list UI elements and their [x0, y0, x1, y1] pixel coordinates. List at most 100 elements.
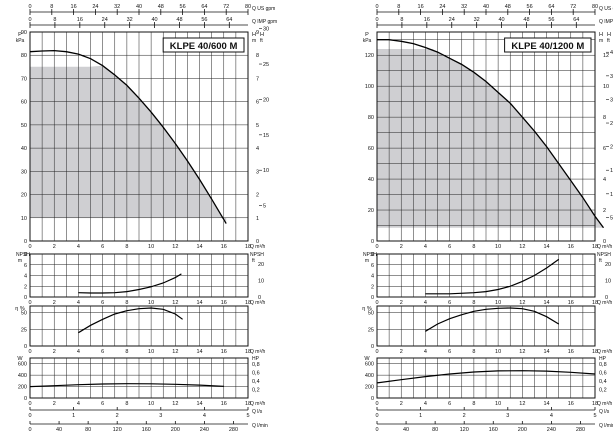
- c1-npsh-right-tick-label: 0: [605, 295, 608, 301]
- c1-head-panel-left-tick-label: 120: [365, 53, 374, 59]
- c0-eff-panel-x-tick-label: 14: [196, 349, 202, 355]
- c0-power-right-tick-label: 0,8: [252, 362, 260, 368]
- c1-npsh-right-label: NPSH: [597, 252, 611, 258]
- c0-ls-axis-tick-label: 2: [116, 413, 119, 419]
- c0-lmin-axis-tick-label: 200: [171, 427, 180, 433]
- c1-power-panel-left-tick-label: 600: [365, 362, 374, 368]
- c0-ls-axis-tick-label: 0: [28, 413, 31, 419]
- c1-power-right-tick-label: 0,8: [599, 362, 607, 368]
- c1-head-right-tick-label: 6: [603, 146, 606, 152]
- c0-eff-curve: [78, 307, 183, 334]
- c1-lmin-axis-tick-label: 80: [432, 427, 438, 433]
- c0-lmin-axis-tick-label: 40: [56, 427, 62, 433]
- c1-head-panel-x-tick-label: 16: [568, 244, 574, 250]
- c0-ls-axis-tick-label: 3: [159, 413, 162, 419]
- c1-imp-gpm-axis-tick-label: 56: [548, 17, 554, 23]
- c1-us-gpm-axis-tick-label: 16: [418, 4, 424, 10]
- c1-head-left-label: P: [365, 32, 369, 38]
- c0-head-right-tick-label: 5: [256, 123, 259, 129]
- c0-power-panel-x-tick-label: 16: [221, 401, 227, 407]
- c0-power-panel-x-tick-label: 10: [148, 401, 154, 407]
- c1-head-right2-tick-label: 35: [610, 74, 613, 80]
- c0-imp-gpm-axis-tick-label: 40: [152, 17, 158, 23]
- c1-head-right-tick-label: 0: [603, 239, 606, 245]
- c0-us-gpm-axis-tick-label: 56: [180, 4, 186, 10]
- c0-imp-gpm-axis-tick-label: 64: [226, 17, 232, 23]
- c0-head-curve: [29, 49, 227, 224]
- c0-imp-gpm-axis-tick-label: 0: [28, 17, 31, 23]
- c1-head-panel-left-tick-label: 0: [371, 239, 374, 245]
- c1-head-panel-left-tick-label: 60: [368, 146, 374, 152]
- c0-head-panel-x-tick-label: 0: [28, 244, 31, 250]
- c0-npsh-panel-x-tick-label: 0: [28, 300, 31, 306]
- c0-npsh-right-tick-label: 20: [258, 262, 264, 268]
- c1-npsh-panel-x-tick-label: 18: [592, 300, 598, 306]
- c1-ls-axis-label: Q l/s: [599, 409, 610, 415]
- c1-lmin-axis-label: Q l/min: [599, 423, 613, 429]
- c0-imp-gpm-axis-tick-label: 32: [127, 17, 133, 23]
- c0-npsh-panel-x-label: Q m³/h: [250, 300, 265, 306]
- c1-head-right2-unit: ft: [607, 38, 610, 44]
- c0-head-panel-x-tick-label: 4: [77, 244, 80, 250]
- c0-imp-gpm-axis-label: Q IMP gpm: [252, 19, 277, 25]
- c1-head-right2-tick-label: 15: [610, 168, 613, 174]
- c1-lmin-axis-tick-label: 240: [547, 427, 556, 433]
- c1-eff-panel-x-tick-label: 12: [519, 349, 525, 355]
- c0-power-panel-x-tick-label: 12: [172, 401, 178, 407]
- c0-eff-panel-x-tick-label: 4: [77, 349, 80, 355]
- c1-npsh-panel-x-tick-label: 0: [375, 300, 378, 306]
- c0-head-right-tick-label: 1: [256, 216, 259, 222]
- c1-eff-panel-left-tick-label: 25: [368, 327, 374, 333]
- c0-eff-panel-x-tick-label: 12: [172, 349, 178, 355]
- c1-head-right-tick-label: 4: [603, 177, 606, 183]
- c1-eff-panel-left-tick-label: 50: [368, 311, 374, 317]
- c0-head-right-tick-label: 4: [256, 146, 259, 152]
- c0-head-left-label: P: [18, 32, 22, 38]
- c1-npsh-right-tick-label: 10: [605, 279, 611, 285]
- c1-eff-panel-x-label: Q m³/h: [597, 349, 612, 355]
- c1-eff-panel-x-tick-label: 6: [448, 349, 451, 355]
- c0-head-right-tick-label: 7: [256, 76, 259, 82]
- c0-head-panel-left-tick-label: 10: [21, 216, 27, 222]
- c0-head-panel-x-label: Q m³/h: [250, 244, 265, 250]
- c1-ls-axis-tick-label: 4: [550, 413, 553, 419]
- c1-head-curve: [377, 39, 605, 229]
- c1-ls-axis-tick-label: 1: [419, 413, 422, 419]
- c1-us-gpm-axis-tick-label: 0: [375, 4, 378, 10]
- c1-us-gpm-axis-tick-label: 32: [461, 4, 467, 10]
- c0-head-panel-x-tick-label: 8: [125, 244, 128, 250]
- c0-npsh-right-tick-label: 0: [258, 295, 261, 301]
- c1-ls-axis-tick-label: 0: [375, 413, 378, 419]
- c1-eff-panel-x-tick-label: 18: [592, 349, 598, 355]
- c1-npsh-panel-x-tick-label: 4: [424, 300, 427, 306]
- c1-head-panel-x-tick-label: 14: [543, 244, 549, 250]
- c0-power-right-tick-label: 0,6: [252, 370, 260, 376]
- c1-power-right-tick-label: 0,6: [599, 370, 607, 376]
- c0-head-panel-x-tick-label: 10: [148, 244, 154, 250]
- c1-us-gpm-axis-tick-label: 8: [397, 4, 400, 10]
- c0-npsh-panel-left-tick-label: 2: [24, 284, 27, 290]
- c1-npsh-panel-x-tick-label: 14: [543, 300, 549, 306]
- c1-head-panel-x-tick-label: 0: [375, 244, 378, 250]
- c1-npsh-panel-left-tick-label: 0: [371, 295, 374, 301]
- c0-us-gpm-axis-tick-label: 24: [92, 4, 98, 10]
- c0-power-panel-left-tick-label: 200: [18, 385, 27, 391]
- c0-power-curve: [29, 383, 224, 388]
- c0-power-panel-x-label: Q m³/h: [250, 401, 265, 407]
- c0-power-panel-x-tick-label: 2: [53, 401, 56, 407]
- c1-model-box: [504, 37, 592, 53]
- c0-head-right-tick-label: 2: [256, 193, 259, 199]
- c0-power-panel-x-tick-label: 18: [245, 401, 251, 407]
- c0-npsh-panel-x-tick-label: 16: [221, 300, 227, 306]
- c1-us-gpm-axis-label: Q US gpm: [599, 6, 613, 12]
- c0-head-right-tick-label: 9: [256, 30, 259, 36]
- c1-head-right-tick-label: 12: [603, 53, 609, 59]
- c1-head-panel-x-tick-label: 2: [400, 244, 403, 250]
- c1-power-panel-x-tick-label: 0: [375, 401, 378, 407]
- c1-imp-gpm-axis-tick-label: 24: [449, 17, 455, 23]
- c0-eff-panel-x-tick-label: 2: [53, 349, 56, 355]
- c0-head-panel-left-tick-label: 90: [21, 30, 27, 36]
- c0-us-gpm-axis-tick-label: 48: [158, 4, 164, 10]
- c0-head-right2-unit: ft: [260, 38, 263, 44]
- c1-head-panel-left-tick-label: 100: [365, 84, 374, 90]
